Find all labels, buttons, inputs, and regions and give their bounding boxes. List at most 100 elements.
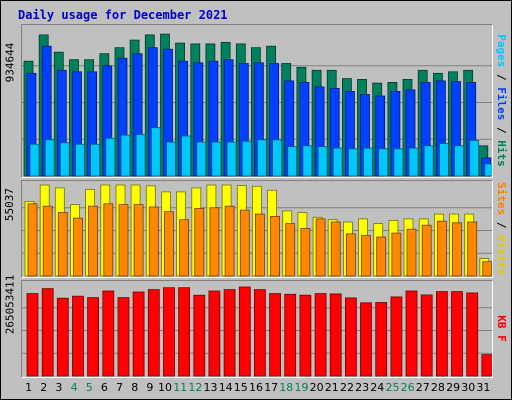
bar-sites-day-10 bbox=[164, 211, 174, 277]
x-tick-label-day-14: 14 bbox=[218, 381, 233, 394]
bar-pages-day-22 bbox=[347, 148, 358, 177]
bar-sites-day-11 bbox=[179, 219, 190, 277]
bar-sites-day-9 bbox=[148, 206, 159, 277]
x-tick-label-day-29: 29 bbox=[446, 381, 461, 394]
legend-sep: / bbox=[494, 119, 508, 140]
bar-kb-f-day-15 bbox=[238, 286, 251, 377]
x-tick-label-day-20: 20 bbox=[309, 381, 324, 394]
bar-sites-day-3 bbox=[57, 212, 68, 277]
x-tick-label-day-18: 18 bbox=[279, 381, 294, 394]
bar-pages-day-14 bbox=[226, 141, 237, 177]
bar-kb-f-day-28 bbox=[435, 291, 448, 377]
bar-kb-f-day-12 bbox=[193, 294, 206, 377]
y-max-text-mid: 55037 bbox=[3, 187, 17, 221]
legend-top: Pages / Files / Hits bbox=[492, 24, 510, 176]
x-tick-label-day-6: 6 bbox=[100, 381, 108, 394]
bar-pages-day-7 bbox=[120, 134, 131, 177]
bar-kb-f-day-25 bbox=[390, 296, 403, 377]
bar-kb-f-day-20 bbox=[314, 293, 327, 377]
bar-pages-day-5 bbox=[90, 143, 100, 177]
bar-kb-f-day-30 bbox=[466, 292, 479, 377]
bar-kb-f-day-11 bbox=[178, 287, 191, 377]
y-max-label-bottom: 265053411 bbox=[1, 274, 19, 334]
x-tick-label-day-30: 30 bbox=[461, 381, 476, 394]
bar-kb-f-day-13 bbox=[208, 290, 221, 377]
bar-kb-f-day-27 bbox=[420, 294, 433, 377]
bar-sites-day-27 bbox=[421, 224, 432, 277]
bar-pages-day-20 bbox=[317, 146, 328, 177]
bar-pages-day-11 bbox=[181, 135, 192, 177]
bar-sites-day-31 bbox=[482, 261, 492, 277]
chart-svg-bottom bbox=[22, 286, 492, 377]
chart-svg-mid bbox=[22, 184, 492, 277]
bar-pages-day-21 bbox=[332, 147, 343, 177]
bar-pages-day-27 bbox=[423, 145, 434, 177]
bar-sites-day-18 bbox=[285, 223, 296, 277]
bar-sites-day-28 bbox=[436, 220, 447, 277]
bar-pages-day-13 bbox=[211, 141, 222, 177]
bar-sites-day-23 bbox=[361, 235, 371, 277]
bar-sites-day-21 bbox=[330, 221, 341, 277]
bar-pages-day-8 bbox=[135, 134, 146, 177]
x-tick-label-day-10: 10 bbox=[158, 381, 172, 394]
bar-kb-f-day-16 bbox=[253, 289, 266, 377]
x-tick-label-day-15: 15 bbox=[233, 381, 248, 394]
bar-sites-day-16 bbox=[254, 213, 265, 277]
x-tick-label-day-8: 8 bbox=[131, 381, 139, 394]
bar-pages-day-1 bbox=[29, 143, 40, 177]
x-tick-label-day-3: 3 bbox=[55, 381, 63, 394]
x-axis-labels: 1 2 3 4 5 6 7 8 9 10 11 12 13 14 15 16 17 18 19 20 21 22 23 24 2… bbox=[22, 381, 490, 395]
legend-files: Files bbox=[494, 86, 508, 120]
x-tick-label-day-26: 26 bbox=[400, 381, 415, 394]
panel-kbf bbox=[21, 280, 493, 378]
bar-sites-day-14 bbox=[224, 205, 235, 277]
bar-sites-day-8 bbox=[133, 204, 144, 277]
bar-sites-day-6 bbox=[103, 203, 114, 277]
bar-sites-day-20 bbox=[315, 218, 326, 277]
bar-sites-day-29 bbox=[452, 222, 462, 277]
bar-pages-day-26 bbox=[408, 147, 419, 177]
bar-kb-f-day-18 bbox=[284, 293, 297, 377]
x-tick-label-day-22: 22 bbox=[340, 381, 354, 394]
bar-kb-f-day-4 bbox=[72, 295, 84, 377]
chart-title: Daily usage for December 2021 bbox=[18, 8, 228, 22]
y-max-text-bottom: 265053411 bbox=[3, 274, 17, 334]
bar-kb-f-day-26 bbox=[405, 290, 418, 377]
legend-sites: Sites bbox=[494, 181, 508, 215]
legend-pages: Pages bbox=[494, 33, 508, 67]
bar-kb-f-day-17 bbox=[269, 293, 282, 377]
bar-kb-f-day-6 bbox=[102, 290, 115, 377]
legend-mid: Sites / Visits bbox=[492, 180, 510, 276]
bar-pages-day-31 bbox=[484, 163, 492, 177]
bar-kb-f-day-22 bbox=[344, 297, 357, 377]
x-tick-label-day-1: 1 bbox=[25, 381, 33, 394]
legend-hits: Hits bbox=[494, 139, 508, 167]
bar-kb-f-day-3 bbox=[56, 297, 69, 377]
bar-pages-day-10 bbox=[166, 141, 176, 177]
x-tick-label-day-17: 17 bbox=[264, 381, 279, 394]
legend-kbf: KB F bbox=[494, 314, 508, 342]
legend-visits: Visits bbox=[494, 234, 508, 275]
x-tick-label-day-4: 4 bbox=[70, 381, 78, 394]
x-tick-label-day-7: 7 bbox=[116, 381, 123, 394]
bar-kb-f-day-10 bbox=[163, 287, 175, 377]
x-tick-label-day-13: 13 bbox=[203, 381, 218, 394]
bar-kb-f-day-9 bbox=[147, 289, 160, 377]
bar-sites-day-7 bbox=[118, 204, 129, 277]
x-tick-label-day-27: 27 bbox=[415, 381, 430, 394]
legend-sep: / bbox=[494, 66, 508, 87]
bar-kb-f-day-19 bbox=[299, 294, 312, 377]
bar-pages-day-15 bbox=[241, 140, 252, 177]
bar-pages-day-30 bbox=[469, 140, 480, 177]
bar-kb-f-day-5 bbox=[87, 297, 99, 377]
x-tick-label-day-2: 2 bbox=[40, 381, 48, 394]
y-max-text-top: 934644 bbox=[3, 42, 17, 82]
bar-sites-day-25 bbox=[391, 232, 402, 277]
bar-kb-f-day-7 bbox=[117, 297, 130, 377]
bar-kb-f-day-2 bbox=[41, 288, 54, 377]
bar-pages-day-29 bbox=[454, 145, 464, 177]
x-tick-label-day-31: 31 bbox=[476, 381, 491, 394]
y-max-label-top: 934644 bbox=[1, 24, 19, 100]
bar-sites-day-22 bbox=[345, 233, 356, 277]
x-tick-label-day-9: 9 bbox=[146, 381, 154, 394]
